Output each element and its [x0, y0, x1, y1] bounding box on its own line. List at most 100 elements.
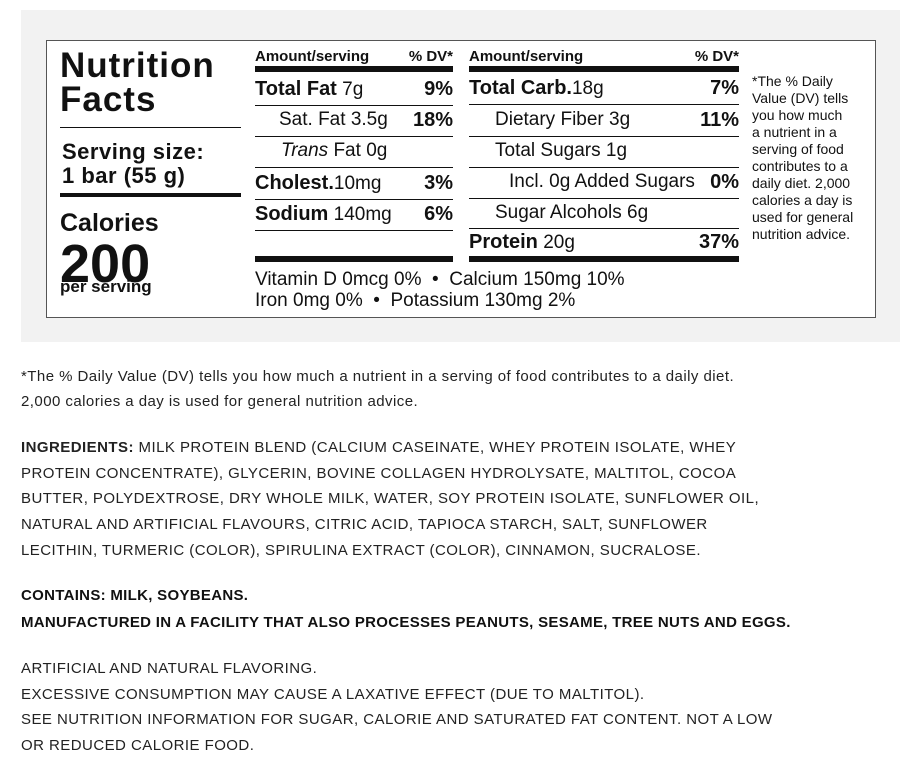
label-footnote: a nutrient in a: [752, 124, 837, 140]
rule: [255, 105, 453, 106]
vitamin-line: Iron 0mg 0% • Potassium 130mg 2%: [255, 290, 576, 311]
rule: [60, 127, 241, 128]
nutrient-name: Total Sugars: [495, 140, 601, 161]
nutrient-name: Cholest.: [255, 172, 334, 194]
label-footnote: serving of food: [752, 141, 844, 157]
rule: [469, 256, 739, 262]
per-serving: per serving: [60, 277, 152, 296]
ingredients-text: MILK PROTEIN BLEND (CALCIUM CASEINATE, W…: [133, 439, 737, 456]
ingredients-label: INGREDIENTS:: [21, 439, 134, 456]
nutrient-dv: 0%: [710, 171, 739, 193]
nutrient-amount: 3.5g: [350, 109, 388, 130]
ingredients-line: NATURAL AND ARTIFICIAL FLAVOURS, CITRIC …: [21, 516, 708, 533]
serving-size: 1 bar (55 g): [62, 163, 186, 188]
rule: [255, 199, 453, 200]
nutrient-name: Total Fat: [255, 78, 337, 100]
rule: [255, 136, 453, 137]
nutrient-dv: 3%: [424, 172, 453, 194]
column-header: Amount/serving: [469, 48, 584, 65]
rule: [469, 167, 739, 168]
vitamin-line: Vitamin D 0mcg 0% • Calcium 150mg 10%: [255, 269, 625, 290]
rule: [469, 198, 739, 199]
nutrient-amount: 0g: [366, 140, 388, 161]
nutrient-row: Total Carb.18g: [469, 77, 604, 100]
note-line: ARTIFICIAL AND NATURAL FLAVORING.: [21, 660, 318, 677]
ingredients-line: LECITHIN, TURMERIC (COLOR), SPIRULINA EX…: [21, 542, 701, 559]
calories-label: Calories: [60, 209, 159, 237]
note-line: EXCESSIVE CONSUMPTION MAY CAUSE A LAXATI…: [21, 685, 645, 703]
label-footnote: you how much: [752, 107, 843, 123]
nutrient-row: Incl. 0g Added Sugars: [509, 171, 695, 193]
nutrient-dv: 7%: [710, 77, 739, 99]
nutrient-name: Protein: [469, 231, 538, 253]
label-footnote: daily diet. 2,000: [752, 175, 851, 191]
rule: [255, 167, 453, 168]
nutrient-row: Total Sugars 1g: [495, 140, 627, 162]
rule: [469, 136, 739, 137]
label-footnote: used for general: [752, 209, 854, 225]
nutrient-row: Dietary Fiber 3g: [495, 109, 630, 131]
nutrient-name: Sugar Alcohols: [495, 202, 622, 223]
allergen-line: CONTAINS: MILK, SOYBEANS.: [21, 587, 249, 604]
label-footnote: nutrition advice.: [752, 226, 851, 242]
nutrient-dv: 18%: [412, 109, 453, 131]
allergen-line: MANUFACTURED IN A FACILITY THAT ALSO PRO…: [21, 613, 791, 631]
calories-value: 200: [60, 234, 151, 294]
label-footnote: *The % Daily: [752, 73, 833, 89]
ingredients-text: NATURAL AND ARTIFICIAL FLAVOURS, CITRIC …: [21, 516, 708, 534]
nutrient-amount: 18g: [571, 78, 604, 99]
nutrient-row: Total Fat 7g: [255, 78, 363, 101]
nutrient-name: Dietary Fiber: [495, 109, 604, 130]
nutrient-name: Sodium: [255, 203, 329, 225]
nutrient-amount: 140mg: [333, 204, 392, 225]
dv-note: 2,000 calories a day is used for general…: [21, 393, 419, 410]
column-header: % DV*: [694, 48, 739, 65]
nutrient-amount: 20g: [543, 232, 575, 253]
column-header: % DV*: [408, 48, 453, 65]
ingredients-text: BUTTER, POLYDEXTROSE, DRY WHOLE MILK, WA…: [21, 490, 760, 508]
nutrient-row: Cholest.10mg: [255, 172, 381, 195]
nutrient-name: Fat: [333, 140, 361, 161]
label-title: Facts: [60, 80, 157, 119]
rule: [60, 193, 241, 197]
label-title: Nutrition: [60, 46, 215, 85]
nutrient-dv: 9%: [424, 78, 453, 100]
label-footnote: Value (DV) tells: [752, 90, 849, 106]
nutrient-dv: 6%: [424, 203, 453, 225]
label-footnote: contributes to a: [752, 158, 848, 174]
serving-label: Serving size:: [62, 139, 205, 164]
dv-note: *The % Daily Value (DV) tells you how mu…: [21, 368, 735, 385]
nutrient-name: Incl. 0g Added Sugars: [509, 171, 695, 192]
nutrient-amount: 6g: [627, 202, 649, 223]
nutrient-amount: 7g: [342, 79, 364, 100]
ingredients-text: PROTEIN CONCENTRATE), GLYCERIN, BOVINE C…: [21, 464, 737, 482]
rule: [255, 66, 453, 72]
nutrient-amount: 1g: [605, 140, 628, 161]
nutrient-name: Sat. Fat: [279, 109, 346, 130]
ingredients-line: BUTTER, POLYDEXTROSE, DRY WHOLE MILK, WA…: [21, 490, 759, 507]
nutrient-amount: 3g: [609, 109, 631, 130]
nutrient-dv: 37%: [698, 231, 739, 253]
nutrient-row: Sat. Fat 3.5g: [279, 109, 388, 131]
note-line: SEE NUTRITION INFORMATION FOR SUGAR, CAL…: [21, 711, 773, 729]
column-header: Amount/serving: [255, 48, 370, 65]
label-box: [46, 40, 876, 318]
rule: [469, 104, 739, 105]
ingredients-line: INGREDIENTS: MILK PROTEIN BLEND (CALCIUM…: [21, 439, 736, 456]
ingredients-text: LECITHIN, TURMERIC (COLOR), SPIRULINA EX…: [21, 541, 701, 559]
rule: [255, 256, 453, 262]
nutrient-row: Protein 20g: [469, 231, 575, 254]
rule: [255, 230, 453, 231]
nutrient-italic: Trans: [281, 140, 329, 161]
rule: [469, 228, 739, 229]
nutrient-row: Trans Fat 0g: [281, 140, 387, 162]
nutrient-row: Sodium 140mg: [255, 203, 392, 226]
note-line: OR REDUCED CALORIE FOOD.: [21, 737, 255, 755]
ingredients-line: PROTEIN CONCENTRATE), GLYCERIN, BOVINE C…: [21, 465, 736, 482]
nutrient-row: Sugar Alcohols 6g: [495, 202, 648, 224]
rule: [469, 66, 739, 72]
nutrient-name: Total Carb.: [469, 77, 572, 99]
label-footnote: calories a day is: [752, 192, 853, 208]
nutrient-amount: 10mg: [333, 173, 382, 194]
